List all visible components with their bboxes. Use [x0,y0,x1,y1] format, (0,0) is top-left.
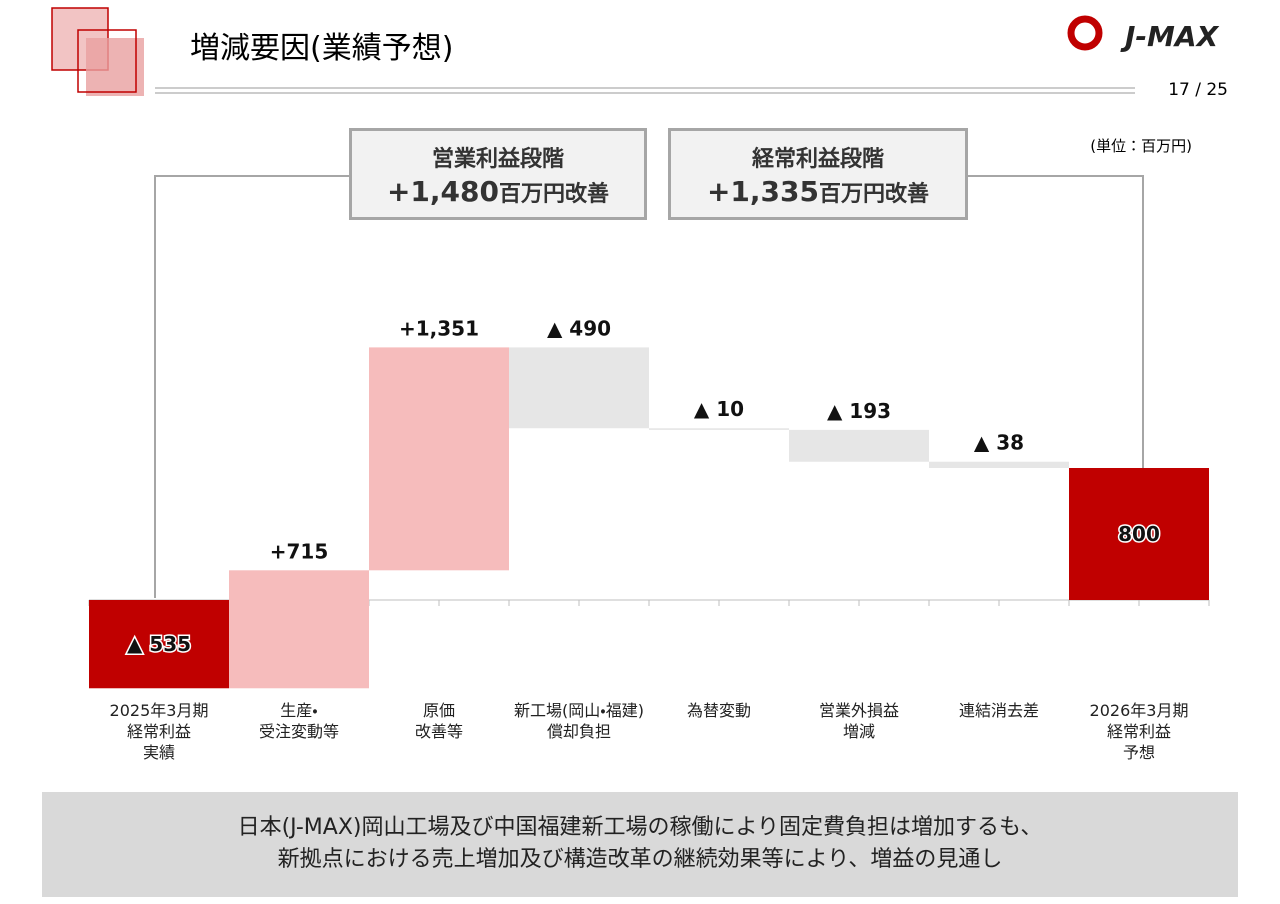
value-label: ▲ 535 [127,632,191,656]
category-label: 連結消去差 [958,701,1039,720]
logo-mark [1067,15,1103,51]
category-label: 為替変動 [686,701,751,720]
bar [789,429,929,462]
value-label: ▲ 490 [547,316,611,340]
footer: 日本(J-MAX)岡山工場及び中国福建新工場の稼働により固定費負担は増加するも、… [42,792,1238,897]
category-label: 2025年3月期 経常利益 実績 [109,701,209,762]
value-label: ▲ 193 [827,399,891,423]
unit-label: (単位：百万円) [1090,137,1192,155]
value-label: 800 [1118,522,1160,546]
value-label: +715 [270,539,329,563]
bracket [154,175,349,598]
decoration [77,29,137,93]
category-label: 新工場(岡山・福建) 償却負担 [514,701,644,741]
bracket [968,175,1144,468]
annotation-title: 経常利益段階 [751,147,884,172]
footer-line: 日本(J-MAX)岡山工場及び中国福建新工場の稼働により固定費負担は増加するも、 [237,815,1043,840]
bar [929,461,1069,468]
category-label: 原価 改善等 [414,701,463,741]
annotation-title: 営業利益段階 [431,147,564,172]
category-label: 営業外損益 増減 [818,701,899,741]
page-number: 17 / 25 [1168,80,1228,100]
annotation-amount: +1,335 [706,175,819,208]
category-label: 生産・ 受注変動等 [258,701,339,741]
category-label: 2026年3月期 経常利益 予想 [1089,701,1189,762]
logo: J-MAX [1120,20,1220,53]
bar [1069,468,1209,600]
decoration [86,38,144,96]
annotation-box: 営業利益段階 +1,480百万円改善 [349,128,647,220]
annotation-unit: 百万円改善 [499,182,610,207]
bar [509,347,649,429]
annotation-amount: +1,480 [386,175,499,208]
value-label: ▲ 38 [974,431,1024,455]
value-label: ▲ 10 [694,397,744,421]
annotation-box: 経常利益段階 +1,335百万円改善 [668,128,968,220]
annotation-unit: 百万円改善 [819,182,930,207]
bar [649,428,789,430]
footer-line: 新拠点における売上増加及び構造改革の継続効果等により、増益の見通し [277,847,1003,872]
value-label: +1,351 [399,316,479,340]
bar [89,600,229,689]
bar [369,347,509,571]
bar [229,570,369,689]
title: 増減要因(業績予想) [190,31,453,66]
